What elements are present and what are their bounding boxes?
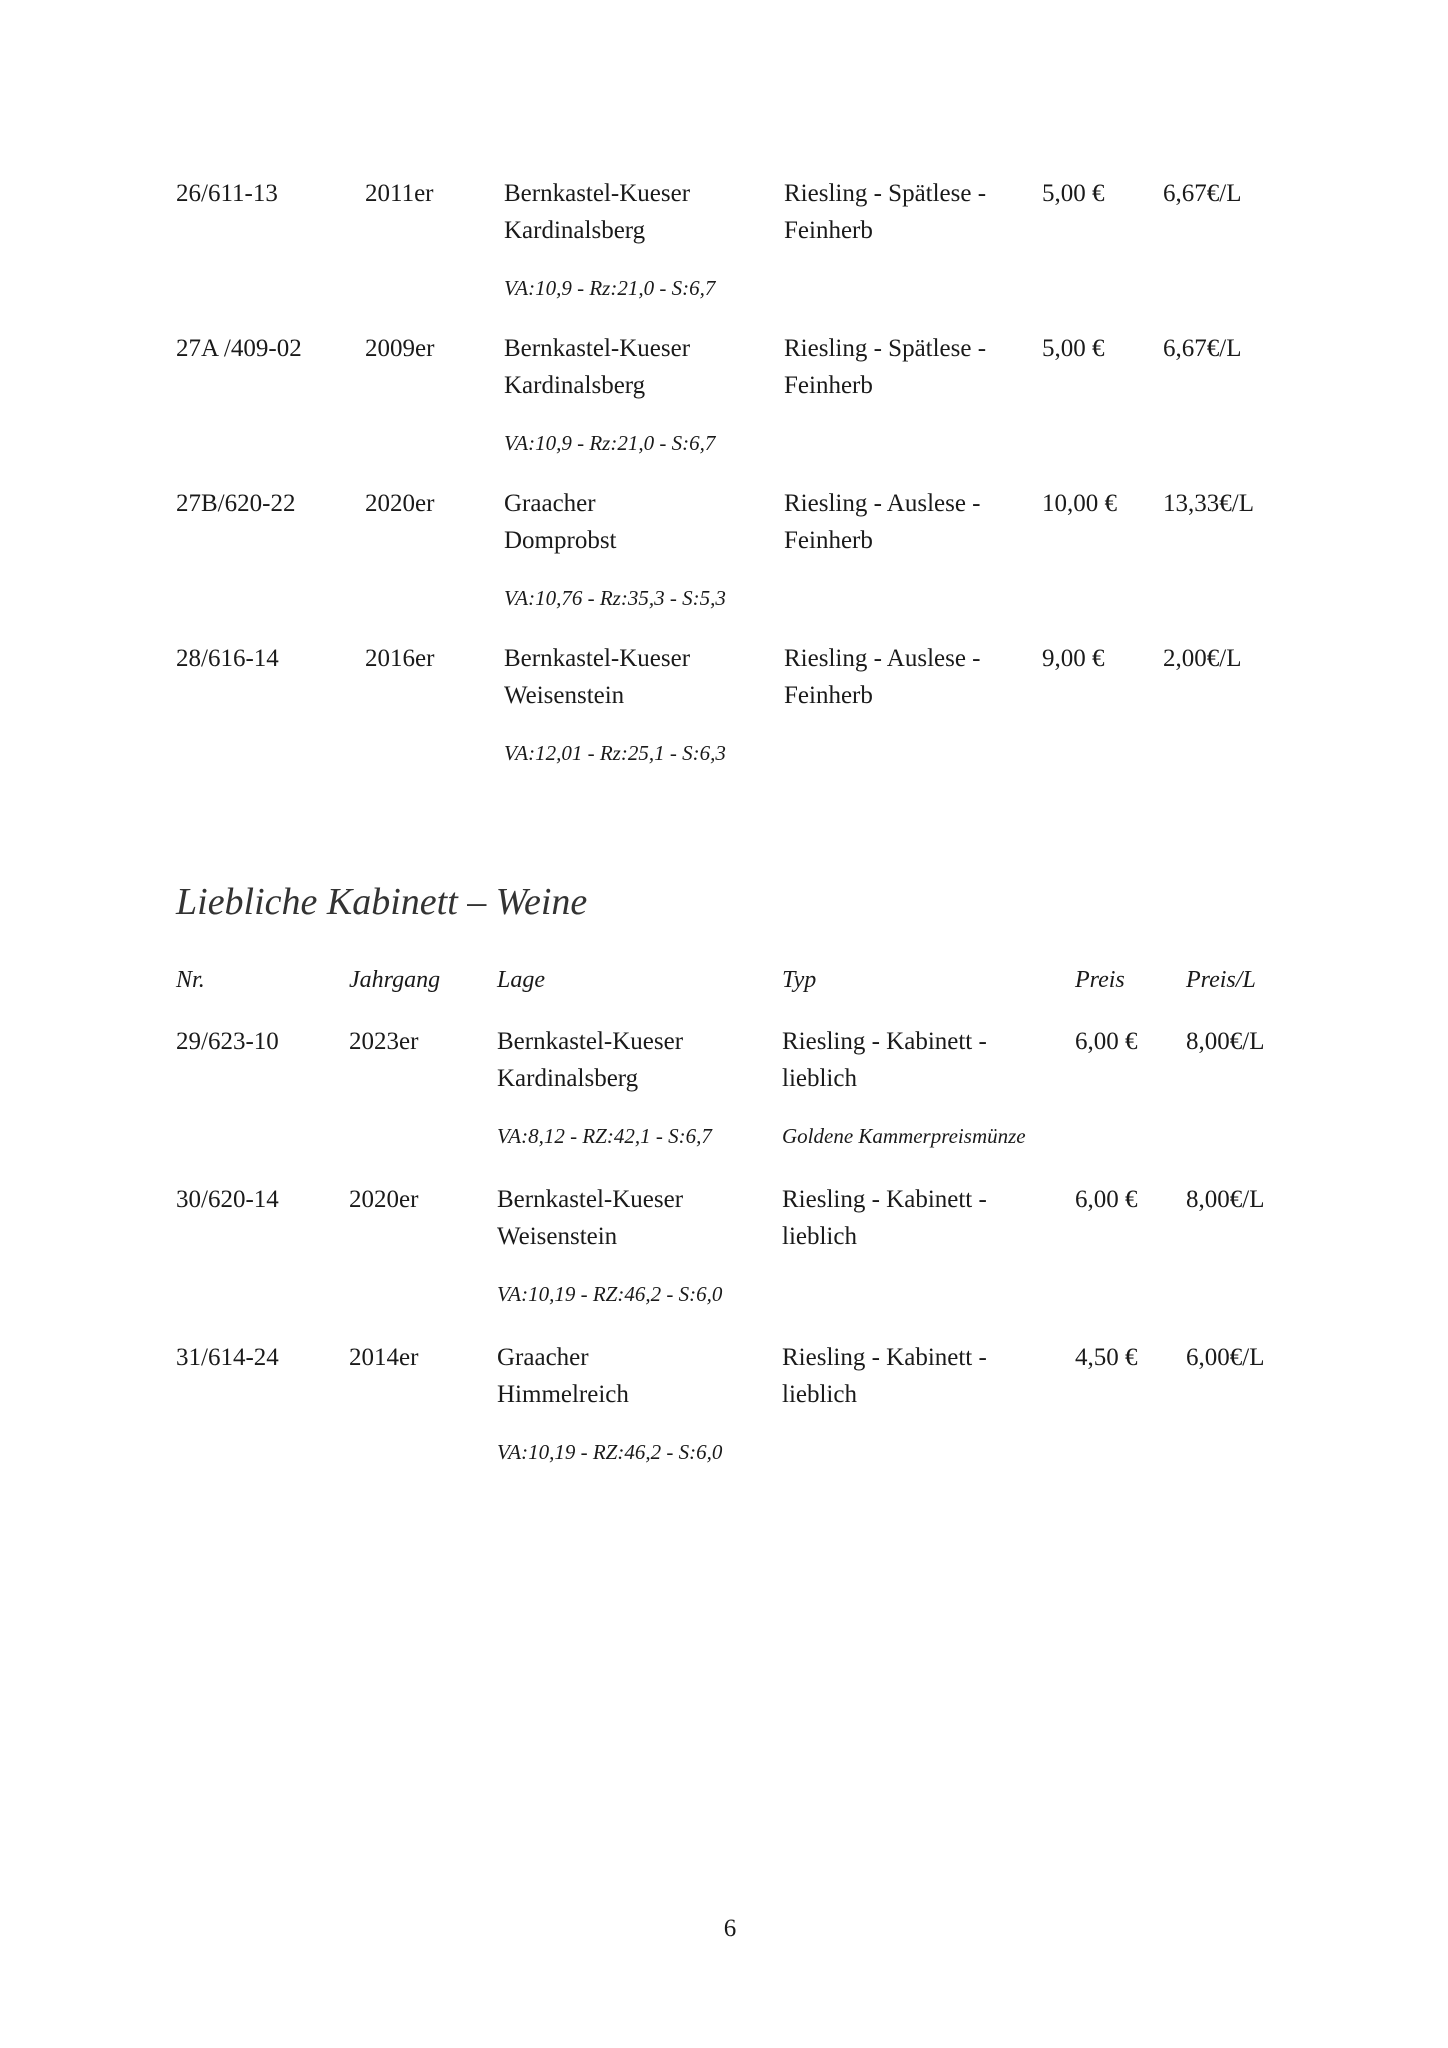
cell-typ: Riesling - Spätlese - bbox=[784, 335, 987, 362]
cell-preis-l: 6,67€/L bbox=[1163, 335, 1242, 362]
cell-lage: Kardinalsberg bbox=[504, 372, 646, 399]
cell-jahrgang: 2020er bbox=[365, 490, 435, 517]
cell-analyse: VA:10,76 - Rz:35,3 - S:5,3 bbox=[504, 586, 726, 610]
cell-nr: 31/614-24 bbox=[176, 1344, 279, 1371]
header-nr: Nr. bbox=[176, 967, 205, 993]
cell-preis: 6,00 € bbox=[1075, 1028, 1138, 1055]
cell-preis-l: 6,67€/L bbox=[1163, 180, 1242, 207]
cell-jahrgang: 2020er bbox=[349, 1186, 419, 1213]
header-jahrgang: Jahrgang bbox=[349, 967, 441, 993]
cell-preis: 5,00 € bbox=[1042, 180, 1105, 207]
cell-jahrgang: 2016er bbox=[365, 645, 435, 672]
cell-typ: Riesling - Auslese - bbox=[784, 645, 981, 672]
cell-lage: Domprobst bbox=[504, 527, 617, 554]
cell-lage: Graacher bbox=[497, 1344, 589, 1371]
header-typ: Typ bbox=[782, 967, 817, 993]
cell-nr: 27B/620-22 bbox=[176, 490, 296, 517]
cell-typ: Riesling - Kabinett - bbox=[782, 1186, 987, 1213]
section-heading: Liebliche Kabinett – Weine bbox=[176, 881, 588, 923]
cell-typ: Feinherb bbox=[784, 527, 873, 554]
cell-lage: Kardinalsberg bbox=[504, 217, 646, 244]
cell-lage: Weisenstein bbox=[504, 682, 625, 709]
cell-lage: Bernkastel-Kueser bbox=[497, 1028, 684, 1055]
page-number: 6 bbox=[723, 1915, 737, 1942]
header-preis: Preis bbox=[1075, 967, 1125, 993]
cell-jahrgang: 2023er bbox=[349, 1028, 419, 1055]
cell-typ: lieblich bbox=[782, 1381, 857, 1408]
header-preis-l: Preis/L bbox=[1186, 967, 1256, 993]
cell-lage: Bernkastel-Kueser bbox=[504, 335, 691, 362]
cell-preis: 4,50 € bbox=[1075, 1344, 1138, 1371]
cell-typ: Feinherb bbox=[784, 217, 873, 244]
cell-typ: Feinherb bbox=[784, 682, 873, 709]
cell-typ: Feinherb bbox=[784, 372, 873, 399]
cell-nr: 26/611-13 bbox=[176, 180, 278, 207]
cell-analyse: VA:10,9 - Rz:21,0 - S:6,7 bbox=[504, 431, 716, 455]
cell-lage: Kardinalsberg bbox=[497, 1065, 639, 1092]
cell-typ: Riesling - Spätlese - bbox=[784, 180, 987, 207]
cell-lage: Bernkastel-Kueser bbox=[504, 180, 691, 207]
cell-award: Goldene Kammerpreismünze bbox=[782, 1124, 1026, 1148]
cell-preis-l: 2,00€/L bbox=[1163, 645, 1242, 672]
cell-preis: 5,00 € bbox=[1042, 335, 1105, 362]
cell-nr: 29/623-10 bbox=[176, 1028, 279, 1055]
cell-preis-l: 8,00€/L bbox=[1186, 1028, 1265, 1055]
cell-nr: 28/616-14 bbox=[176, 645, 279, 672]
cell-preis-l: 8,00€/L bbox=[1186, 1186, 1265, 1213]
cell-typ: lieblich bbox=[782, 1065, 857, 1092]
cell-analyse: VA:10,19 - RZ:46,2 - S:6,0 bbox=[497, 1440, 723, 1464]
cell-jahrgang: 2011er bbox=[365, 180, 434, 207]
cell-analyse: VA:10,9 - Rz:21,0 - S:6,7 bbox=[504, 276, 716, 300]
cell-analyse: VA:10,19 - RZ:46,2 - S:6,0 bbox=[497, 1282, 723, 1306]
cell-jahrgang: 2009er bbox=[365, 335, 435, 362]
cell-jahrgang: 2014er bbox=[349, 1344, 419, 1371]
cell-typ: Riesling - Auslese - bbox=[784, 490, 981, 517]
cell-analyse: VA:12,01 - Rz:25,1 - S:6,3 bbox=[504, 741, 726, 765]
header-lage: Lage bbox=[497, 967, 545, 993]
cell-lage: Himmelreich bbox=[497, 1381, 629, 1408]
cell-lage: Weisenstein bbox=[497, 1223, 618, 1250]
cell-typ: Riesling - Kabinett - bbox=[782, 1028, 987, 1055]
cell-typ: lieblich bbox=[782, 1223, 857, 1250]
cell-nr: 27A /409-02 bbox=[176, 335, 302, 362]
cell-typ: Riesling - Kabinett - bbox=[782, 1344, 987, 1371]
cell-lage: Bernkastel-Kueser bbox=[504, 645, 691, 672]
cell-preis-l: 6,00€/L bbox=[1186, 1344, 1265, 1371]
cell-preis: 10,00 € bbox=[1042, 490, 1117, 517]
cell-nr: 30/620-14 bbox=[176, 1186, 279, 1213]
cell-lage: Bernkastel-Kueser bbox=[497, 1186, 684, 1213]
cell-preis: 6,00 € bbox=[1075, 1186, 1138, 1213]
cell-preis: 9,00 € bbox=[1042, 645, 1105, 672]
cell-preis-l: 13,33€/L bbox=[1163, 490, 1254, 517]
cell-analyse: VA:8,12 - RZ:42,1 - S:6,7 bbox=[497, 1124, 712, 1148]
cell-lage: Graacher bbox=[504, 490, 596, 517]
